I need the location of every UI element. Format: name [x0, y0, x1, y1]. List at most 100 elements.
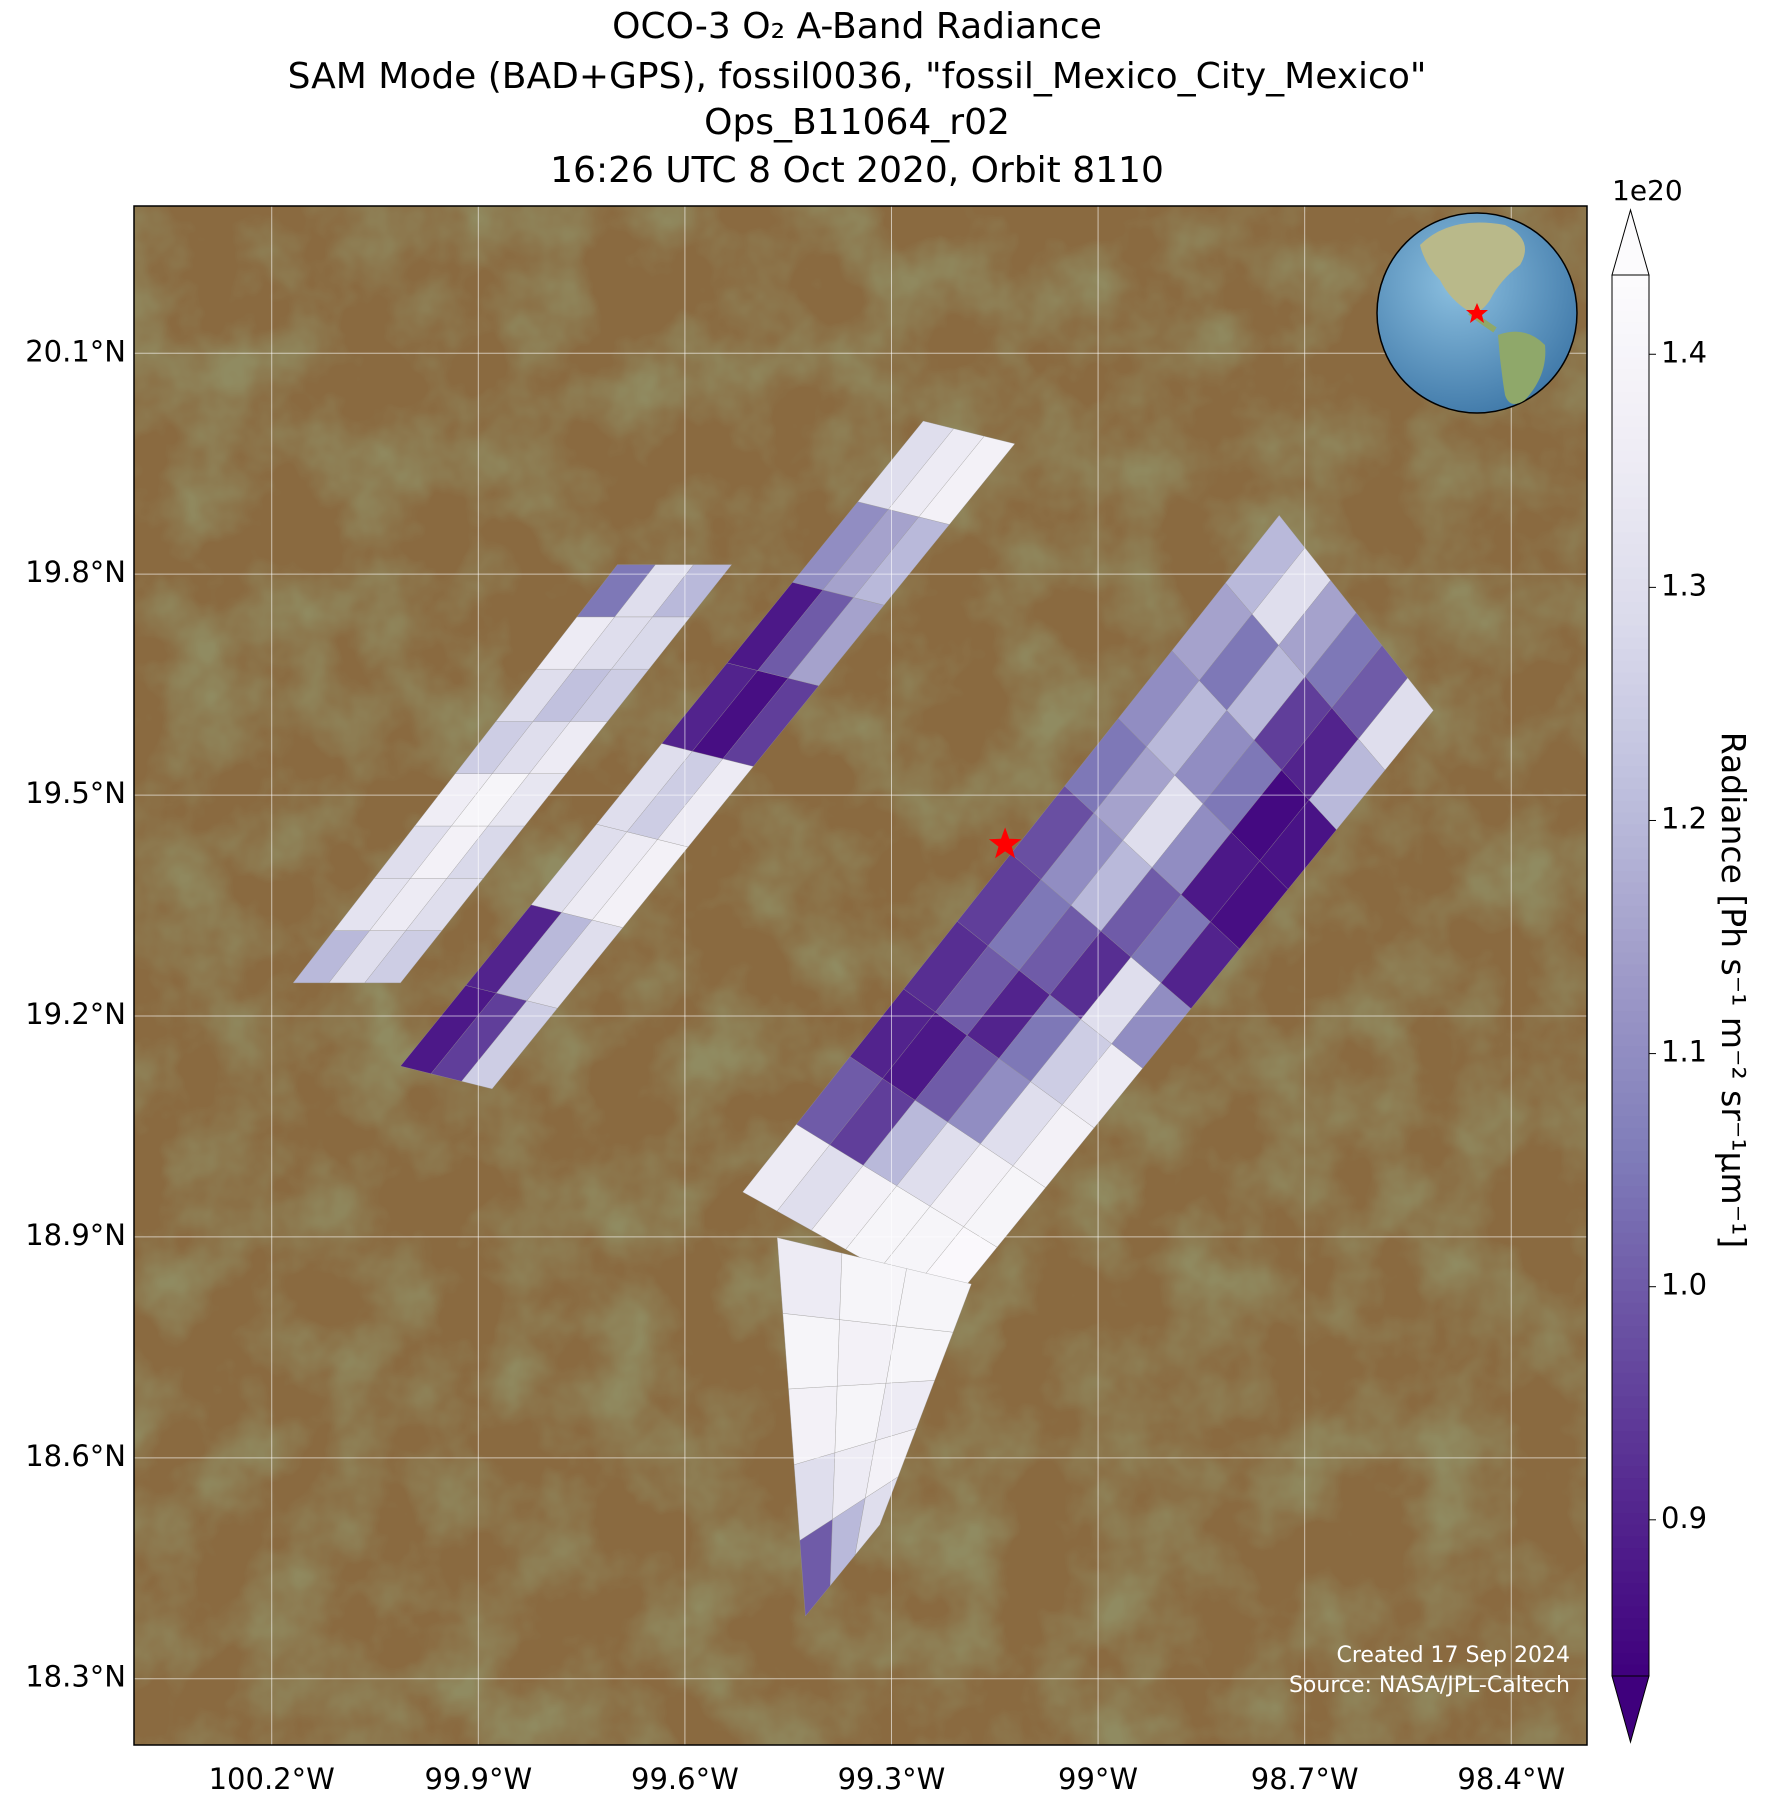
colorbar-segment: [1612, 1220, 1649, 1233]
footer-text: Source: NASA/JPL-Caltech: [1289, 1673, 1570, 1698]
colorbar-segment: [1612, 496, 1649, 509]
colorbar-segment: [1612, 380, 1649, 393]
colorbar-segment: [1612, 800, 1649, 813]
colorbar-segment: [1612, 1512, 1649, 1525]
colorbar-segment: [1612, 660, 1649, 673]
colorbar-segment: [1612, 928, 1649, 941]
colorbar-segment: [1612, 485, 1649, 498]
colorbar-segment: [1612, 1360, 1649, 1373]
colorbar-segment: [1612, 601, 1649, 615]
colorbar-segment: [1612, 1419, 1649, 1432]
colorbar-segment: [1612, 1664, 1649, 1677]
colorbar-segment: [1612, 1465, 1649, 1479]
colorbar-offset: 1e20: [1612, 174, 1683, 207]
colorbar-segment: [1612, 987, 1649, 1000]
colorbar-segment: [1612, 998, 1649, 1012]
colorbar-segment: [1612, 905, 1649, 918]
footer-text: Created 17 Sep 2024: [1337, 1643, 1571, 1668]
colorbar-segment: [1612, 1629, 1649, 1642]
colorbar-segment: [1612, 753, 1649, 766]
colorbar-segment: [1612, 1255, 1649, 1268]
colorbar-segment: [1612, 975, 1649, 988]
colorbar-segment: [1612, 1022, 1649, 1035]
colorbar-segment: [1612, 963, 1649, 976]
colorbar-segment: [1612, 706, 1649, 720]
x-tick-label: 100.2°W: [209, 1762, 335, 1796]
colorbar-segment: [1612, 625, 1649, 638]
colorbar-segment: [1612, 1617, 1649, 1630]
colorbar-segment: [1612, 368, 1649, 381]
colorbar-segment: [1612, 531, 1649, 545]
colorbar-segment: [1612, 1068, 1649, 1082]
colorbar-tick-label: 1.4: [1661, 335, 1707, 369]
colorbar-segment: [1612, 917, 1649, 930]
x-tick-label: 99°W: [1058, 1762, 1138, 1796]
colorbar-segment: [1612, 1325, 1649, 1338]
colorbar-segment: [1612, 1442, 1649, 1455]
colorbar-segment: [1612, 1407, 1649, 1420]
y-tick-label: 20.1°N: [25, 334, 126, 368]
colorbar-segment: [1612, 1430, 1649, 1443]
colorbar-segment: [1612, 1209, 1649, 1222]
x-tick-label: 99.3°W: [838, 1762, 946, 1796]
colorbar-segment: [1612, 952, 1649, 965]
colorbar-segment: [1612, 345, 1649, 358]
x-tick-label: 99.6°W: [631, 1762, 739, 1796]
colorbar-segment: [1612, 847, 1649, 860]
site-marker: [988, 827, 1022, 859]
colorbar-segment: [1612, 648, 1649, 661]
colorbar-segment: [1612, 636, 1649, 650]
colorbar-segment: [1612, 742, 1649, 755]
title-line: SAM Mode (BAD+GPS), fossil0036, "fossil_…: [288, 56, 1427, 97]
y-tick-label: 19.2°N: [25, 997, 126, 1031]
colorbar-segment: [1612, 1185, 1649, 1198]
colorbar-segment: [1612, 671, 1649, 685]
colorbar-segment: [1612, 1384, 1649, 1397]
x-tick-label: 98.7°W: [1251, 1762, 1359, 1796]
colorbar-extend: [1611, 1675, 1650, 1744]
colorbar-segment: [1612, 1582, 1649, 1595]
colorbar-segment: [1612, 1290, 1649, 1303]
colorbar-segment: [1612, 882, 1649, 895]
colorbar-segment: [1612, 578, 1649, 591]
colorbar-segment: [1612, 718, 1649, 731]
colorbar-segment: [1612, 1103, 1649, 1117]
colorbar-segment: [1612, 415, 1649, 428]
colorbar-segment: [1612, 1500, 1649, 1514]
colorbar-segment: [1612, 1080, 1649, 1093]
colorbar-segment: [1612, 858, 1649, 871]
colorbar-label: Radiance [Ph s⁻¹ m⁻² sr⁻¹μm⁻¹]: [1714, 732, 1753, 1248]
y-tick-label: 19.8°N: [25, 555, 126, 589]
colorbar-tick-label: 1.3: [1661, 568, 1707, 602]
colorbar-segment: [1612, 730, 1649, 743]
colorbar-segment: [1612, 450, 1649, 463]
colorbar-segment: [1612, 275, 1649, 288]
colorbar-segment: [1612, 1033, 1649, 1047]
colorbar-segment: [1612, 1489, 1649, 1502]
colorbar-segment: [1612, 1115, 1649, 1128]
colorbar-segment: [1612, 1057, 1649, 1070]
colorbar-segment: [1612, 356, 1649, 369]
colorbar-segment: [1612, 1524, 1649, 1537]
colorbar-segment: [1612, 1477, 1649, 1490]
colorbar-segment: [1612, 590, 1649, 603]
colorbar-segment: [1612, 426, 1649, 439]
colorbar-segment: [1612, 1010, 1649, 1023]
title-line: Ops_B11064_r02: [704, 102, 1010, 143]
colorbar-segment: [1612, 566, 1649, 580]
colorbar-segment: [1612, 403, 1649, 416]
y-tick-label: 18.9°N: [25, 1218, 126, 1252]
colorbar-segment: [1612, 812, 1649, 825]
colorbar-segment: [1612, 1127, 1649, 1140]
colorbar-segment: [1612, 1302, 1649, 1315]
colorbar-segment: [1612, 310, 1649, 323]
colorbar-segment: [1612, 1092, 1649, 1105]
graticule: [134, 206, 1587, 1745]
colorbar-segment: [1612, 765, 1649, 778]
map-frame: [133, 205, 1588, 1746]
swath-cell: [1358, 677, 1434, 771]
colorbar-segment: [1612, 1454, 1649, 1467]
title-line: 16:26 UTC 8 Oct 2020, Orbit 8110: [550, 150, 1164, 191]
colorbar-segment: [1612, 461, 1649, 474]
colorbar-segment: [1612, 321, 1649, 334]
